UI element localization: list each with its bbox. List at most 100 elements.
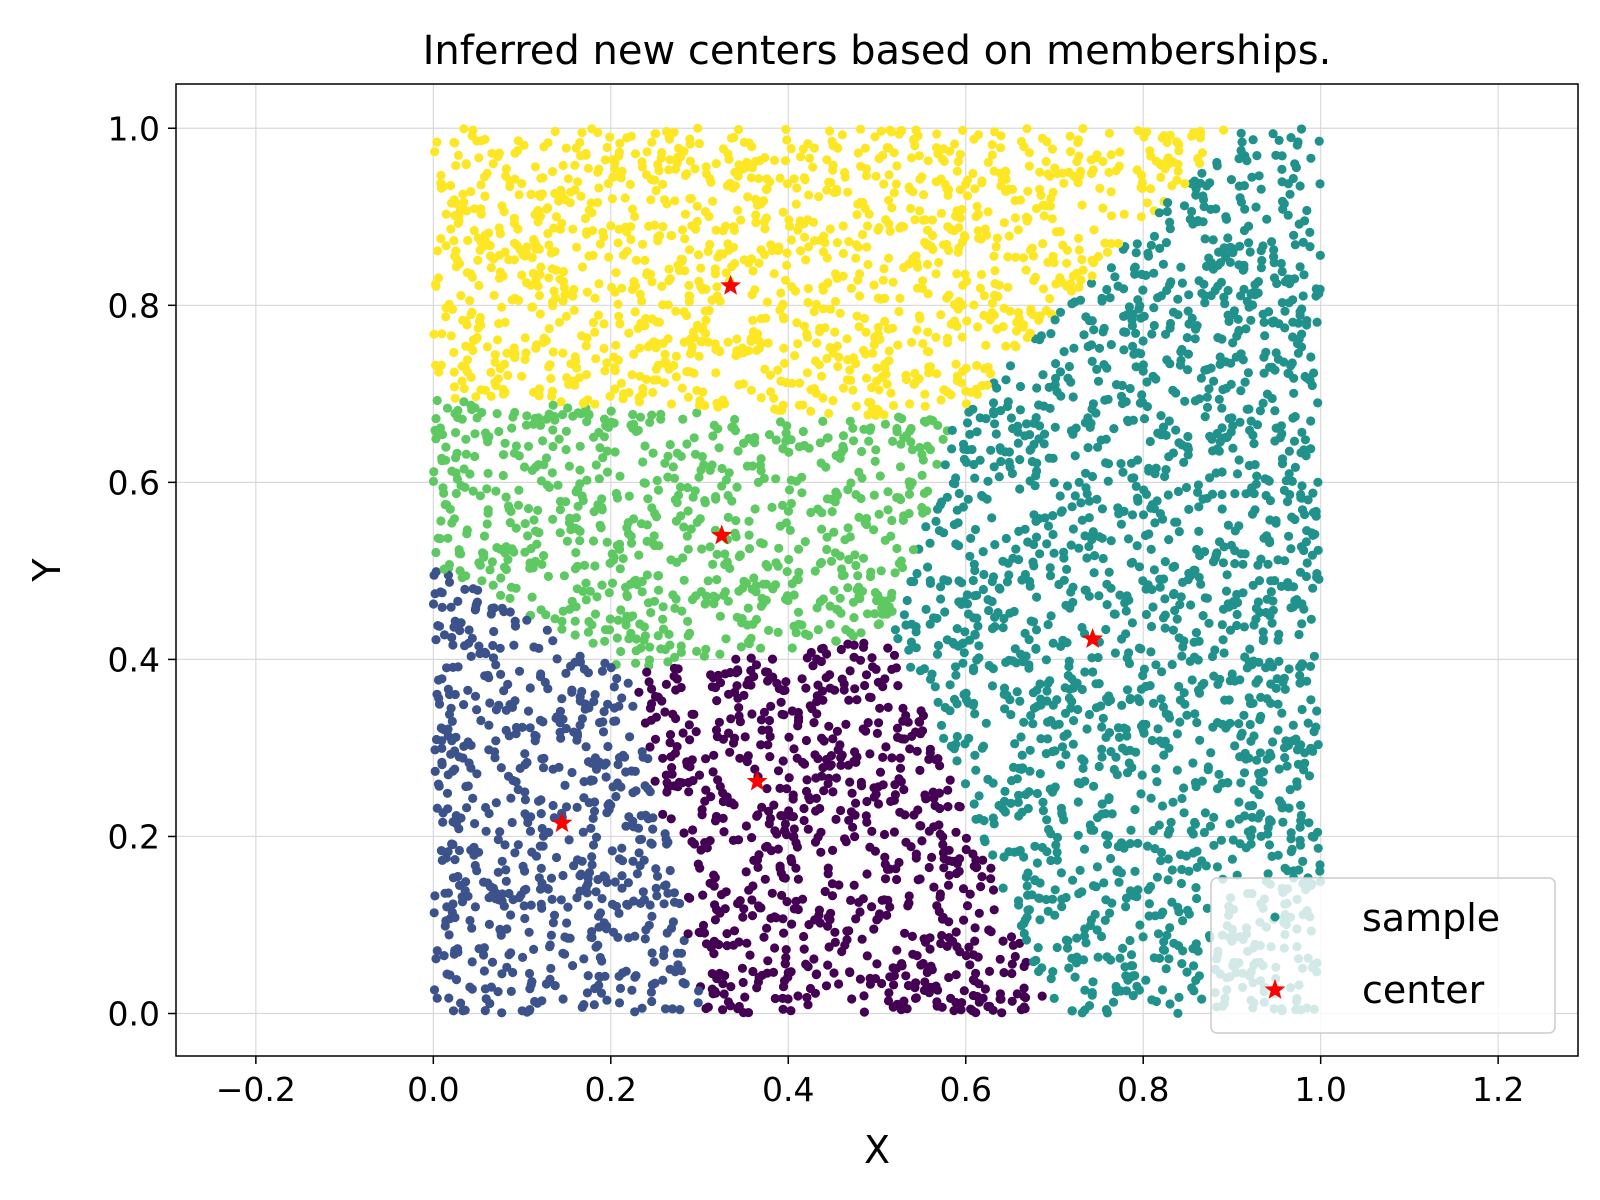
sample-point bbox=[1044, 453, 1054, 463]
sample-point bbox=[1273, 850, 1283, 860]
sample-point bbox=[782, 421, 792, 431]
sample-point bbox=[647, 948, 657, 958]
sample-point bbox=[1193, 216, 1203, 226]
sample-point bbox=[840, 535, 850, 545]
sample-point bbox=[948, 936, 958, 947]
sample-point bbox=[1266, 679, 1276, 689]
sample-point bbox=[964, 942, 974, 952]
sample-point bbox=[1104, 794, 1114, 805]
sample-point bbox=[588, 317, 599, 328]
sample-point bbox=[1172, 614, 1182, 624]
sample-point bbox=[899, 263, 909, 273]
sample-point bbox=[598, 727, 609, 737]
sample-point bbox=[1267, 237, 1277, 247]
sample-point bbox=[780, 825, 790, 836]
sample-point bbox=[1228, 443, 1238, 453]
sample-point bbox=[693, 859, 703, 869]
sample-point bbox=[1128, 309, 1138, 319]
sample-point bbox=[483, 508, 493, 518]
sample-point bbox=[892, 543, 902, 554]
sample-point bbox=[763, 676, 773, 686]
sample-point bbox=[788, 832, 798, 842]
sample-point bbox=[983, 362, 993, 372]
sample-point bbox=[1074, 282, 1084, 292]
sample-point bbox=[683, 506, 693, 516]
sample-point bbox=[555, 528, 565, 538]
sample-point bbox=[663, 334, 673, 344]
sample-point bbox=[1018, 253, 1029, 263]
sample-point bbox=[779, 928, 789, 938]
sample-point bbox=[1093, 952, 1103, 962]
sample-point bbox=[723, 337, 733, 347]
sample-point bbox=[506, 986, 516, 997]
sample-point bbox=[431, 414, 441, 424]
sample-point bbox=[809, 307, 819, 317]
sample-point bbox=[447, 839, 457, 849]
sample-point bbox=[475, 245, 485, 255]
sample-point bbox=[933, 697, 943, 708]
sample-point bbox=[578, 827, 588, 837]
sample-point bbox=[624, 328, 634, 338]
sample-point bbox=[520, 749, 530, 759]
sample-point bbox=[449, 382, 459, 392]
sample-point bbox=[1037, 963, 1047, 973]
sample-point bbox=[974, 641, 984, 651]
sample-point bbox=[465, 469, 475, 479]
sample-point bbox=[571, 513, 582, 523]
sample-point bbox=[520, 760, 530, 770]
sample-point bbox=[749, 573, 759, 583]
sample-point bbox=[766, 701, 776, 712]
sample-point bbox=[1193, 487, 1203, 497]
sample-point bbox=[556, 895, 566, 905]
sample-point bbox=[599, 319, 609, 329]
sample-point bbox=[824, 721, 834, 731]
sample-point bbox=[1036, 734, 1046, 744]
sample-point bbox=[913, 875, 923, 885]
sample-point bbox=[523, 706, 534, 716]
sample-point bbox=[599, 414, 610, 424]
sample-point bbox=[1283, 582, 1293, 592]
sample-point bbox=[488, 159, 498, 169]
sample-point bbox=[663, 837, 673, 847]
sample-point bbox=[918, 711, 929, 721]
sample-point bbox=[433, 779, 444, 789]
sample-point bbox=[907, 731, 917, 742]
sample-point bbox=[989, 905, 999, 915]
sample-point bbox=[1156, 172, 1166, 182]
sample-point bbox=[1245, 247, 1255, 257]
sample-point bbox=[1089, 568, 1099, 578]
sample-point bbox=[572, 802, 582, 813]
sample-point bbox=[845, 777, 855, 787]
sample-point bbox=[720, 559, 730, 570]
sample-point bbox=[892, 999, 902, 1009]
sample-point bbox=[513, 840, 523, 850]
sample-point bbox=[523, 504, 534, 514]
sample-point bbox=[1045, 563, 1055, 573]
sample-point bbox=[643, 342, 653, 352]
sample-point bbox=[1155, 243, 1165, 253]
sample-point bbox=[1245, 698, 1256, 709]
sample-point bbox=[639, 855, 649, 865]
sample-point bbox=[1059, 178, 1069, 188]
sample-point bbox=[840, 172, 850, 182]
sample-point bbox=[583, 757, 594, 767]
sample-point bbox=[1008, 762, 1019, 773]
sample-point bbox=[667, 769, 677, 779]
sample-point bbox=[748, 266, 758, 276]
sample-point bbox=[1086, 825, 1096, 835]
sample-point bbox=[612, 493, 623, 503]
sample-point bbox=[514, 485, 524, 495]
sample-point bbox=[1131, 481, 1141, 491]
sample-point bbox=[1048, 638, 1058, 648]
sample-point bbox=[1178, 916, 1188, 926]
sample-point bbox=[497, 302, 507, 312]
sample-point bbox=[436, 234, 446, 244]
sample-point bbox=[469, 335, 479, 345]
sample-point bbox=[535, 841, 545, 851]
sample-point bbox=[925, 674, 936, 684]
sample-point bbox=[1164, 416, 1174, 426]
sample-point bbox=[970, 524, 981, 535]
sample-point bbox=[600, 366, 610, 376]
sample-point bbox=[1128, 961, 1138, 971]
sample-point bbox=[819, 231, 829, 241]
